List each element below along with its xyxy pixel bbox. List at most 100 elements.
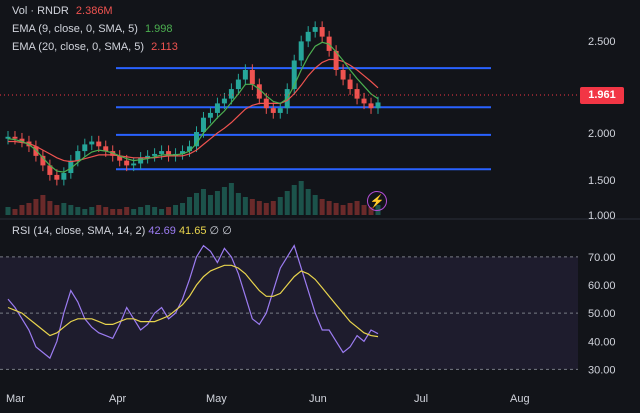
volume-bar bbox=[249, 199, 255, 215]
volume-bar bbox=[61, 203, 67, 215]
candle-body bbox=[361, 98, 367, 104]
candle-body bbox=[333, 50, 339, 71]
price-pane[interactable] bbox=[0, 21, 578, 215]
candle-body bbox=[131, 163, 137, 166]
candle-body bbox=[40, 155, 46, 166]
candle-body bbox=[312, 27, 318, 32]
volume-bar bbox=[277, 197, 283, 215]
volume-bar bbox=[89, 207, 95, 215]
candle-body bbox=[187, 146, 193, 152]
lightning-bolt-icon[interactable]: ⚡ bbox=[367, 191, 387, 211]
volume-bar bbox=[326, 201, 332, 215]
candle-body bbox=[47, 165, 53, 175]
volume-bar bbox=[96, 205, 102, 215]
volume-bar bbox=[187, 197, 193, 215]
volume-bar bbox=[19, 205, 25, 215]
candle-body bbox=[221, 98, 227, 104]
candle-body bbox=[207, 112, 213, 118]
ema20-legend: EMA (20, close, 0, SMA, 5) 2.113 bbox=[12, 40, 182, 54]
price-axis-tick-label: 2.500 bbox=[588, 36, 616, 48]
volume-bar bbox=[138, 207, 144, 215]
rsi-pane[interactable] bbox=[0, 244, 578, 370]
candle-body bbox=[354, 89, 360, 99]
candle-body bbox=[75, 151, 81, 161]
ema9-legend: EMA (9, close, 0, SMA, 5) 1.998 bbox=[12, 22, 177, 36]
candle-body bbox=[19, 138, 25, 142]
volume-value: 2.386M bbox=[75, 5, 113, 17]
candle-body bbox=[270, 108, 276, 113]
candle-body bbox=[242, 70, 248, 80]
ema9-value: 1.998 bbox=[145, 23, 173, 35]
candle-body bbox=[68, 160, 74, 174]
rsi-extra-2: ∅ bbox=[222, 225, 232, 237]
volume-bar bbox=[110, 209, 116, 215]
volume-bar bbox=[166, 207, 172, 215]
volume-bar bbox=[333, 203, 339, 215]
time-axis-tick-label: Aug bbox=[510, 393, 530, 405]
candle-body bbox=[375, 102, 381, 109]
candle-body bbox=[82, 144, 88, 152]
volume-bar bbox=[68, 205, 74, 215]
candle-body bbox=[305, 31, 311, 42]
volume-bar bbox=[131, 209, 137, 215]
candle-body bbox=[33, 146, 39, 156]
rsi-ma-line bbox=[7, 264, 379, 338]
candle-body bbox=[277, 108, 283, 113]
price-axis-tick-label: 2.000 bbox=[588, 128, 616, 140]
candle-body bbox=[193, 132, 199, 147]
candle-body bbox=[54, 174, 60, 180]
volume-bar bbox=[47, 201, 53, 215]
rsi-axis-tick-label: 60.00 bbox=[588, 280, 616, 292]
volume-bar bbox=[159, 209, 165, 215]
candle-body bbox=[340, 70, 346, 80]
rsi-axis-tick-label: 70.00 bbox=[588, 252, 616, 264]
volume-bar bbox=[312, 195, 318, 215]
candle-body bbox=[138, 157, 144, 164]
candle-body bbox=[124, 160, 130, 166]
ema9-line bbox=[7, 41, 379, 173]
volume-bar bbox=[361, 205, 367, 215]
volume-bar bbox=[117, 209, 123, 215]
volume-bar bbox=[152, 207, 158, 215]
volume-bar bbox=[33, 199, 39, 215]
rsi-axis-tick-label: 40.00 bbox=[588, 336, 616, 348]
volume-bar bbox=[207, 195, 213, 215]
candle-body bbox=[117, 155, 123, 161]
volume-bar bbox=[193, 193, 199, 215]
time-axis-tick-label: May bbox=[206, 393, 227, 405]
volume-bar bbox=[145, 205, 151, 215]
volume-bar bbox=[54, 205, 60, 215]
candle-body bbox=[152, 153, 158, 156]
ema20-line bbox=[8, 58, 379, 163]
volume-bar bbox=[340, 205, 346, 215]
candle-body bbox=[298, 41, 304, 61]
time-axis-tick-label: Apr bbox=[109, 393, 126, 405]
time-axis-tick-label: Mar bbox=[6, 393, 25, 405]
candle-body bbox=[228, 89, 234, 99]
volume-bar bbox=[298, 181, 304, 215]
candle-body bbox=[12, 136, 18, 139]
volume-bar bbox=[221, 187, 227, 215]
candle-body bbox=[166, 151, 172, 156]
candle-body bbox=[347, 79, 353, 90]
time-axis-tick-label: Jul bbox=[414, 393, 428, 405]
volume-label: Vol · RNDR bbox=[12, 5, 69, 17]
volume-bar bbox=[214, 191, 220, 215]
candle-body bbox=[256, 84, 262, 99]
volume-bar bbox=[263, 203, 269, 215]
volume-bar bbox=[40, 195, 46, 215]
price-axis-tick-label: 1.000 bbox=[588, 210, 616, 222]
rsi-line bbox=[7, 244, 379, 360]
ema9-label: EMA (9, close, 0, SMA, 5) bbox=[12, 23, 138, 35]
volume-bar bbox=[347, 203, 353, 215]
volume-bar bbox=[75, 207, 81, 215]
volume-bar bbox=[82, 209, 88, 215]
time-axis-tick-label: Jun bbox=[309, 393, 327, 405]
rsi-axis-tick-label: 50.00 bbox=[588, 308, 616, 320]
candle-body bbox=[214, 103, 220, 113]
volume-bar bbox=[12, 209, 18, 215]
volume-bar bbox=[354, 201, 360, 215]
volume-bar bbox=[26, 203, 32, 215]
